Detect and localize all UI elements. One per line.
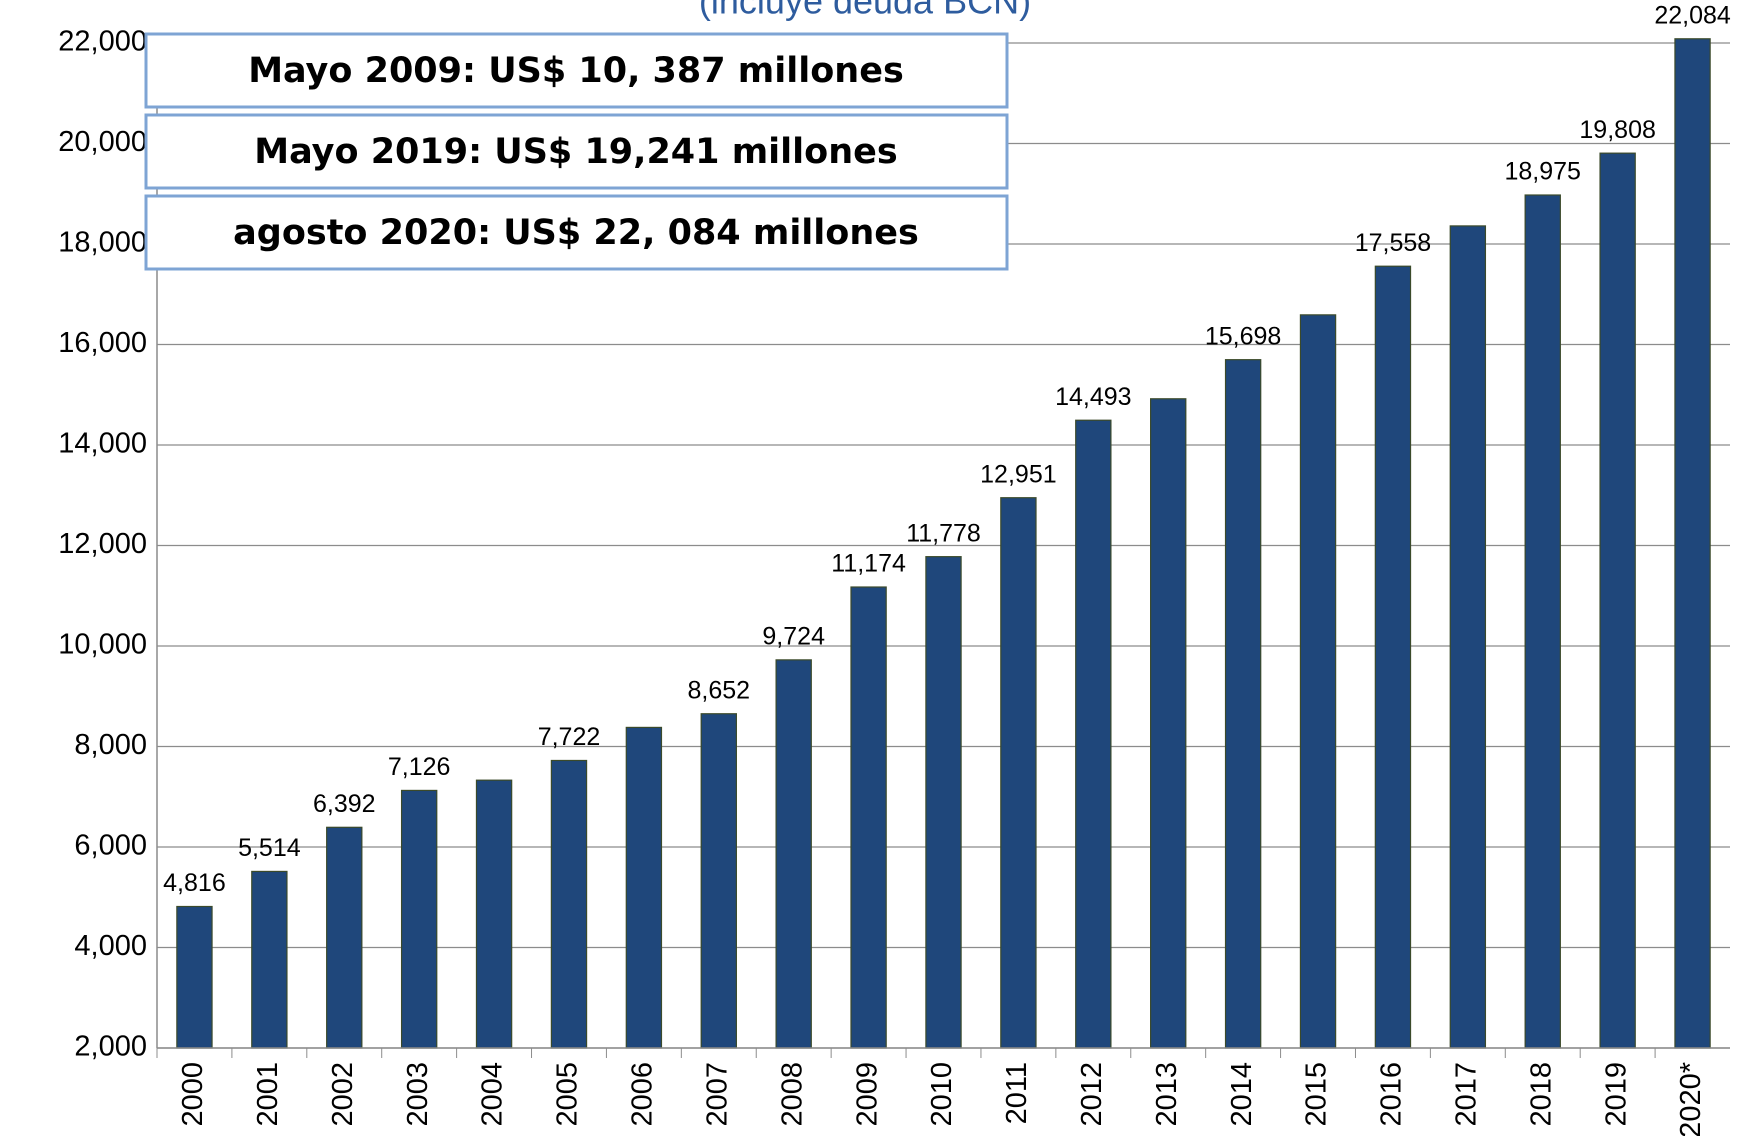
- x-tick-label: 2003: [402, 1062, 434, 1127]
- value-label: 11,174: [831, 550, 906, 578]
- x-tick-label: 2010: [926, 1062, 958, 1127]
- y-tick-label: 14,000: [58, 428, 147, 460]
- bar: [1224, 359, 1262, 1049]
- value-label: 9,724: [762, 622, 825, 650]
- annotation-box: [144, 194, 1009, 271]
- x-tick-label: 2011: [1001, 1062, 1033, 1124]
- bar: [1374, 265, 1412, 1049]
- y-tick-label: 12,000: [58, 528, 147, 560]
- x-tick-label: 2015: [1301, 1062, 1333, 1127]
- x-tick-label: 2000: [177, 1062, 209, 1127]
- chart-subtitle: (incluye deuda BCN): [699, 0, 1031, 22]
- x-tick-label: 2002: [327, 1062, 359, 1127]
- value-label: 7,722: [538, 723, 601, 751]
- bar: [1075, 419, 1112, 1049]
- annotation: agosto 2020: US$ 22, 084 millones: [233, 213, 919, 253]
- x-tick-label: 2013: [1151, 1062, 1183, 1127]
- bar: [1524, 194, 1561, 1049]
- value-label: 4,816: [163, 869, 226, 897]
- y-tick-label: 2,000: [74, 1031, 147, 1063]
- bar: [400, 789, 438, 1049]
- bar: [625, 726, 663, 1049]
- bar: [925, 556, 962, 1049]
- y-tick-label: 20,000: [58, 126, 147, 158]
- bar: [1299, 314, 1337, 1049]
- x-tick-label: 2016: [1376, 1062, 1408, 1127]
- bar: [775, 659, 812, 1049]
- x-tick-label: 2001: [252, 1062, 284, 1127]
- value-label: 8,652: [688, 676, 751, 704]
- bar: [850, 586, 887, 1049]
- value-label: 12,951: [980, 460, 1056, 488]
- bar: [1000, 497, 1037, 1049]
- y-tick-label: 22,000: [58, 26, 147, 58]
- x-tick-label: 2006: [627, 1062, 659, 1127]
- value-label: 14,493: [1055, 383, 1131, 411]
- annotation-box: [144, 113, 1009, 190]
- bar: [326, 826, 363, 1049]
- bar: [1449, 225, 1487, 1049]
- x-tick-label: 2007: [701, 1062, 733, 1127]
- x-tick-label: 2008: [776, 1062, 808, 1127]
- bar: [550, 759, 588, 1049]
- bar: [1674, 38, 1711, 1049]
- bar: [700, 713, 737, 1049]
- x-tick-label: 2018: [1525, 1062, 1557, 1127]
- value-label: 7,126: [388, 753, 451, 781]
- annotation-box: [144, 32, 1009, 109]
- bar: [176, 905, 213, 1049]
- y-tick-label: 8,000: [74, 729, 147, 761]
- x-tick-label: 2004: [477, 1062, 509, 1127]
- value-label: 15,698: [1205, 322, 1281, 350]
- y-tick-label: 16,000: [58, 327, 147, 359]
- bar: [1599, 152, 1636, 1049]
- value-label: 22,084: [1654, 1, 1731, 29]
- x-tick-label: 2014: [1226, 1062, 1258, 1127]
- value-label: 18,975: [1505, 158, 1581, 186]
- y-tick-label: 18,000: [58, 227, 147, 259]
- x-tick-label: 2012: [1076, 1062, 1108, 1127]
- x-tick-label: 2020*: [1675, 1062, 1707, 1136]
- value-label: 6,392: [313, 790, 376, 818]
- value-label: 17,558: [1355, 229, 1431, 257]
- x-tick-label: 2005: [552, 1062, 584, 1127]
- bar: [1150, 398, 1187, 1049]
- x-tick-label: 2017: [1450, 1062, 1482, 1127]
- annotation: Mayo 2019: US$ 19,241 millones: [254, 132, 897, 172]
- value-label: 11,778: [906, 519, 981, 547]
- annotation: Mayo 2009: US$ 10, 387 millones: [248, 51, 904, 91]
- y-tick-label: 4,000: [74, 930, 147, 962]
- bar: [251, 870, 288, 1049]
- value-label: 19,808: [1579, 116, 1655, 144]
- x-tick-label: 2019: [1600, 1062, 1632, 1127]
- value-label: 5,514: [238, 834, 301, 862]
- y-tick-label: 6,000: [74, 830, 147, 862]
- x-tick-label: 2009: [851, 1062, 883, 1127]
- bar: [475, 779, 513, 1049]
- y-tick-label: 10,000: [58, 629, 147, 661]
